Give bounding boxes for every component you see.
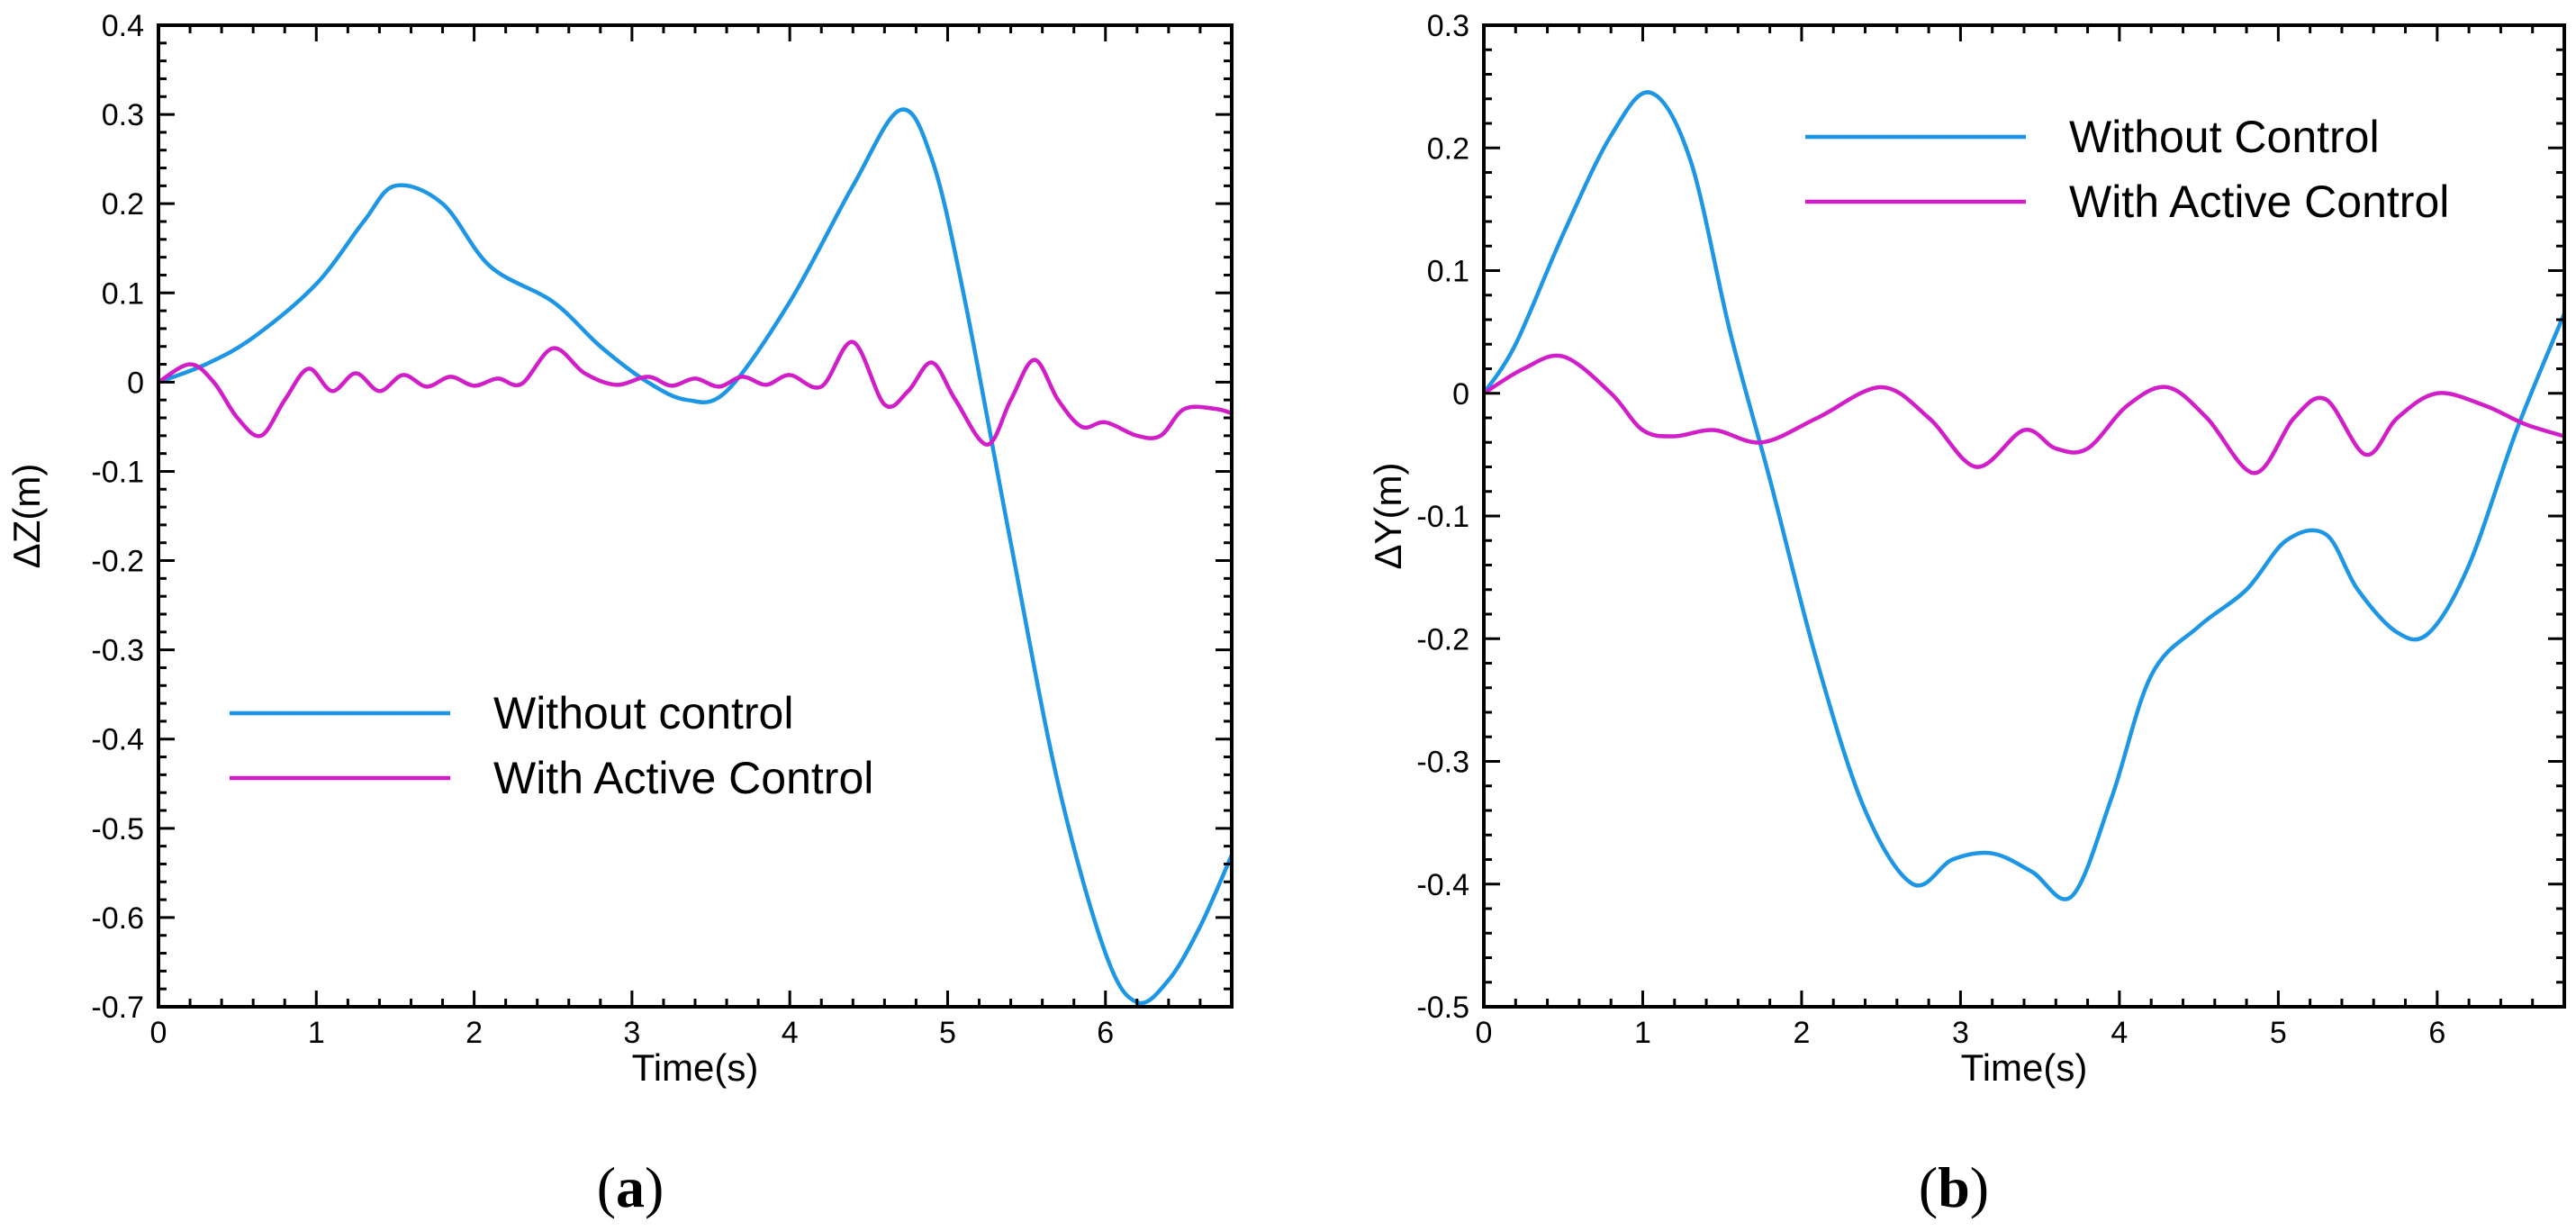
panel-b-ytick-label: 0.1 — [1427, 255, 1469, 289]
panel-b-y-axis-label: ΔY(m) — [1367, 462, 1409, 569]
panel-b-xtick-label: 0 — [1476, 1016, 1493, 1050]
panel-a-xtick-label: 6 — [1097, 1016, 1114, 1050]
panel-b-x-axis-label: Time(s) — [1961, 1046, 2088, 1089]
panel-a-ytick-label: -0.4 — [91, 723, 144, 757]
panel-a-legend-label-without-control: Without control — [493, 688, 793, 738]
panel-a-y-axis-label: ΔZ(m) — [5, 464, 48, 569]
panel-b-label: (b) — [1919, 1155, 1989, 1219]
panel-a-ytick-label: 0 — [127, 366, 144, 400]
panel-b-ytick-label: -0.1 — [1416, 500, 1469, 534]
panel-b-ytick-label: 0.3 — [1427, 9, 1469, 43]
panel-b-plot-frame — [1482, 23, 2566, 1009]
panel-a-ytick-label: -0.1 — [91, 455, 144, 489]
panel-a-series-without-control — [158, 107, 1232, 1006]
panel-a-ytick-label: -0.3 — [91, 634, 144, 668]
panel-a-ytick-label: 0.4 — [102, 9, 144, 43]
panel-a-ytick-label: -0.2 — [91, 545, 144, 579]
panel-a-x-axis-label: Time(s) — [632, 1046, 759, 1089]
panel-a-ytick-label: -0.6 — [91, 901, 144, 936]
panel-a-plot-frame — [157, 23, 1234, 1009]
panel-b-chart: 0 1 2 3 4 5 6 -0.5 -0.4 -0.3 -0.2 -0.1 0 0.1 0.2 0.3 Tim… — [1367, 9, 2566, 1089]
panel-b-xtick-label: 4 — [2111, 1016, 2128, 1050]
panel-a-xtick-label: 1 — [308, 1016, 325, 1050]
panel-b-ytick-label: 0 — [1452, 377, 1469, 412]
panel-a-xtick-label: 4 — [782, 1016, 799, 1050]
panel-a-xtick-label: 0 — [150, 1016, 167, 1050]
panel-a-chart: 0 1 2 3 4 5 6 -0.7 -0.6 -0.5 -0.4 -0.3 -0.2 -0.1 0 0.1 0… — [5, 9, 1234, 1089]
panel-b-xtick-label: 3 — [1952, 1016, 1969, 1050]
panel-a-ytick-label: -0.7 — [91, 991, 144, 1025]
panel-a-label: (a) — [597, 1155, 664, 1219]
panel-b-series-without-control — [1484, 90, 2564, 901]
panel-b-ytick-label: -0.2 — [1416, 622, 1469, 656]
panel-b-legend-label-without-control: Without Control — [2069, 112, 2380, 162]
panel-b-ytick-label: -0.5 — [1416, 991, 1469, 1025]
panel-a-xtick-label: 3 — [623, 1016, 640, 1050]
panel-a-xtick-label: 5 — [939, 1016, 956, 1050]
panel-b-legend-label-with-active-control: With Active Control — [2069, 177, 2449, 227]
panel-b-xtick-label: 6 — [2428, 1016, 2445, 1050]
panel-b-legend: Without Control With Active Control — [1805, 112, 2449, 227]
panel-b-ytick-label: -0.3 — [1416, 746, 1469, 780]
panel-a-ytick-label: 0.3 — [102, 98, 144, 132]
panel-b-xtick-label: 2 — [1793, 1016, 1810, 1050]
panel-a-legend: Without control With Active Control — [230, 688, 873, 803]
panel-b-xtick-label: 1 — [1634, 1016, 1651, 1050]
panel-b-ytick-label: 0.2 — [1427, 131, 1469, 166]
panel-b-series-with-active-control — [1484, 353, 2564, 475]
panel-a-legend-label-with-active-control: With Active Control — [493, 753, 873, 803]
panel-a-xtick-label: 2 — [465, 1016, 483, 1050]
panel-a-ytick-label: 0.2 — [102, 187, 144, 222]
panel-a-ytick-label: -0.5 — [91, 812, 144, 846]
panel-b-xtick-label: 5 — [2270, 1016, 2287, 1050]
panel-b-ytick-label: -0.4 — [1416, 868, 1469, 902]
panel-a-series-with-active-control — [158, 339, 1232, 447]
panel-a-ytick-label: 0.1 — [102, 276, 144, 311]
